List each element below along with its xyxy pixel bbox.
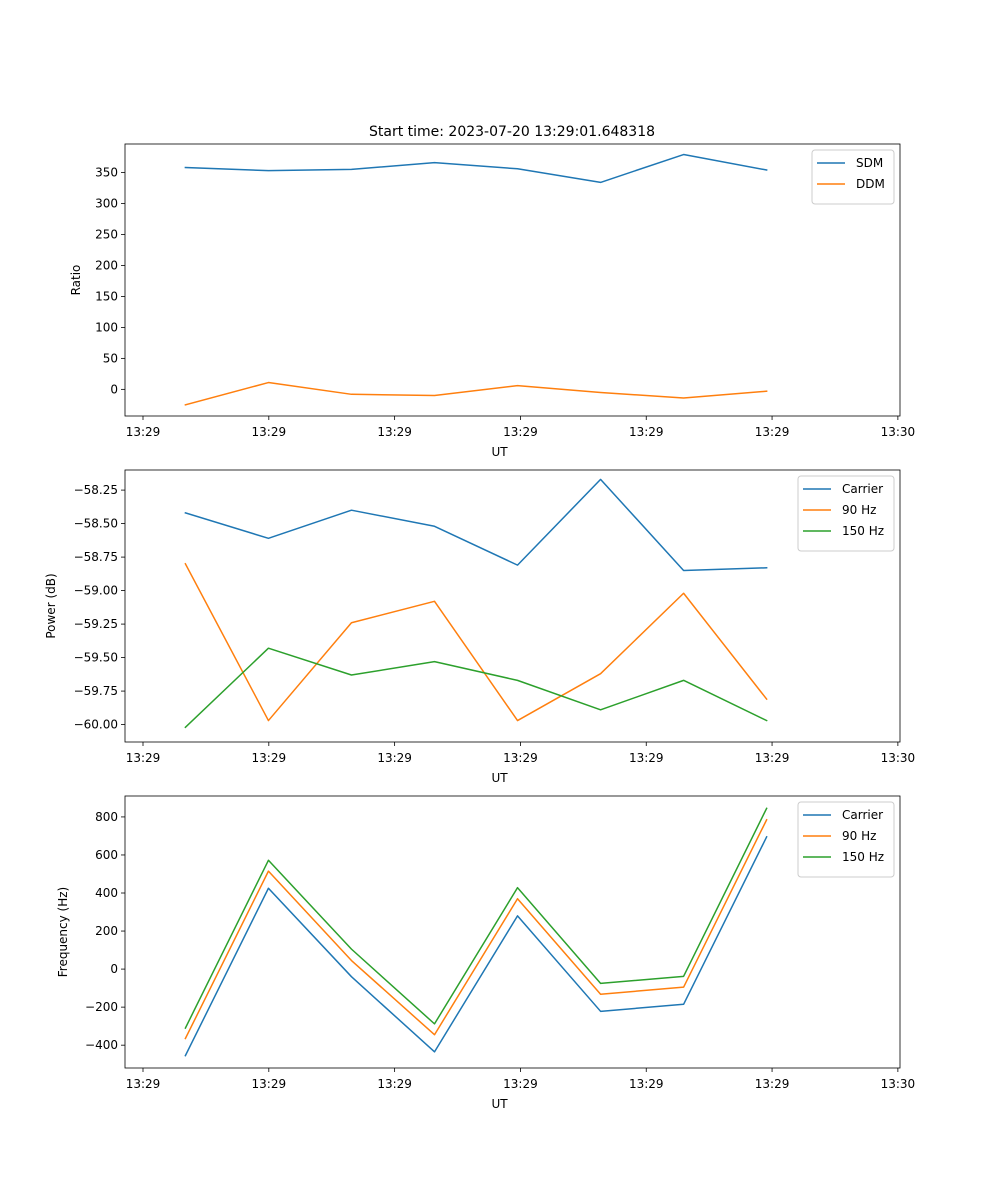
y-tick-label: −58.25 xyxy=(74,483,118,497)
x-axis-label: UT xyxy=(491,445,508,459)
legend-box xyxy=(797,475,895,552)
axes-frame xyxy=(124,469,901,743)
x-axis-label: UT xyxy=(491,771,508,785)
y-tick-label: 0 xyxy=(110,382,118,396)
y-axis-label: Power (dB) xyxy=(44,573,58,638)
y-tick-label: −400 xyxy=(85,1038,118,1052)
y-tick-label: 200 xyxy=(95,924,118,938)
y-tick-label: 150 xyxy=(95,289,118,303)
y-tick-label: −58.50 xyxy=(74,517,118,531)
x-tick-label: 13:29 xyxy=(377,425,412,439)
y-tick-label: 100 xyxy=(95,320,118,334)
x-tick-label: 13:29 xyxy=(503,425,538,439)
y-tick-label: 300 xyxy=(95,196,118,210)
x-tick-label: 13:30 xyxy=(881,751,916,765)
legend-label: DDM xyxy=(856,177,885,191)
x-tick-label: 13:29 xyxy=(377,751,412,765)
x-tick-label: 13:29 xyxy=(126,1077,161,1091)
x-tick-label: 13:30 xyxy=(881,425,916,439)
legend: Carrier 90 Hz 150 Hz xyxy=(797,475,895,552)
y-tick-label: 250 xyxy=(95,227,118,241)
series-line-150-hz xyxy=(184,647,768,729)
y-tick-label: 0 xyxy=(110,962,118,976)
y-tick-label: −59.25 xyxy=(74,617,118,631)
x-tick-label: 13:30 xyxy=(881,1077,916,1091)
x-tick-label: 13:29 xyxy=(377,1077,412,1091)
x-tick-label: 13:29 xyxy=(755,425,790,439)
y-tick-label: −200 xyxy=(85,1000,118,1014)
series-line-90-hz xyxy=(184,562,768,722)
x-tick-label: 13:29 xyxy=(755,1077,790,1091)
figure-title: Start time: 2023-07-20 13:29:01.648318 xyxy=(369,124,655,140)
x-tick-label: 13:29 xyxy=(252,425,287,439)
x-tick-label: 13:29 xyxy=(126,751,161,765)
series-line-150-hz xyxy=(184,807,768,1030)
x-tick-label: 13:29 xyxy=(629,425,664,439)
x-tick-label: 13:29 xyxy=(126,425,161,439)
y-tick-label: 600 xyxy=(95,848,118,862)
y-tick-label: −59.75 xyxy=(74,684,118,698)
legend-label: SDM xyxy=(856,156,883,170)
x-tick-label: 13:29 xyxy=(503,751,538,765)
x-tick-label: 13:29 xyxy=(503,1077,538,1091)
series-line-carrier xyxy=(184,478,768,572)
y-tick-label: 200 xyxy=(95,258,118,272)
chart-panel-3: 13:29 13:29 13:29 13:29 13:29 13:29 13:30 UT −40… xyxy=(56,795,916,1111)
x-tick-label: 13:29 xyxy=(252,751,287,765)
x-tick-label: 13:29 xyxy=(629,751,664,765)
legend-label: 90 Hz xyxy=(842,503,876,517)
y-tick-label: 400 xyxy=(95,886,118,900)
y-tick-label: 50 xyxy=(103,351,118,365)
series-line-ddm xyxy=(184,381,768,406)
legend-box xyxy=(797,801,895,878)
x-tick-label: 13:29 xyxy=(755,751,790,765)
y-tick-label: −58.75 xyxy=(74,550,118,564)
y-tick-label: −60.00 xyxy=(74,718,118,732)
chart-panel-1: 13:29 13:29 13:29 13:29 13:29 13:29 13:30 UT 0 50… xyxy=(69,143,916,459)
x-axis-label: UT xyxy=(491,1097,508,1111)
series-line-sdm xyxy=(184,153,768,184)
axes-frame xyxy=(124,795,901,1069)
x-tick-label: 13:29 xyxy=(252,1077,287,1091)
series-line-carrier xyxy=(184,835,768,1057)
legend: SDM DDM xyxy=(811,149,895,205)
legend-label: 90 Hz xyxy=(842,829,876,843)
series-line-90-hz xyxy=(184,818,768,1040)
legend-label: Carrier xyxy=(842,482,883,496)
y-axis-label: Ratio xyxy=(69,265,83,296)
chart-panel-2: 13:29 13:29 13:29 13:29 13:29 13:29 13:30 UT −60… xyxy=(44,469,916,785)
legend-label: 150 Hz xyxy=(842,524,884,538)
y-tick-label: 800 xyxy=(95,810,118,824)
y-tick-label: −59.50 xyxy=(74,651,118,665)
axes-frame xyxy=(124,143,901,417)
x-tick-label: 13:29 xyxy=(629,1077,664,1091)
y-tick-label: 350 xyxy=(95,166,118,180)
y-tick-label: −59.00 xyxy=(74,584,118,598)
legend-label: 150 Hz xyxy=(842,850,884,864)
y-axis-label: Frequency (Hz) xyxy=(56,887,70,978)
legend: Carrier 90 Hz 150 Hz xyxy=(797,801,895,878)
legend-label: Carrier xyxy=(842,808,883,822)
